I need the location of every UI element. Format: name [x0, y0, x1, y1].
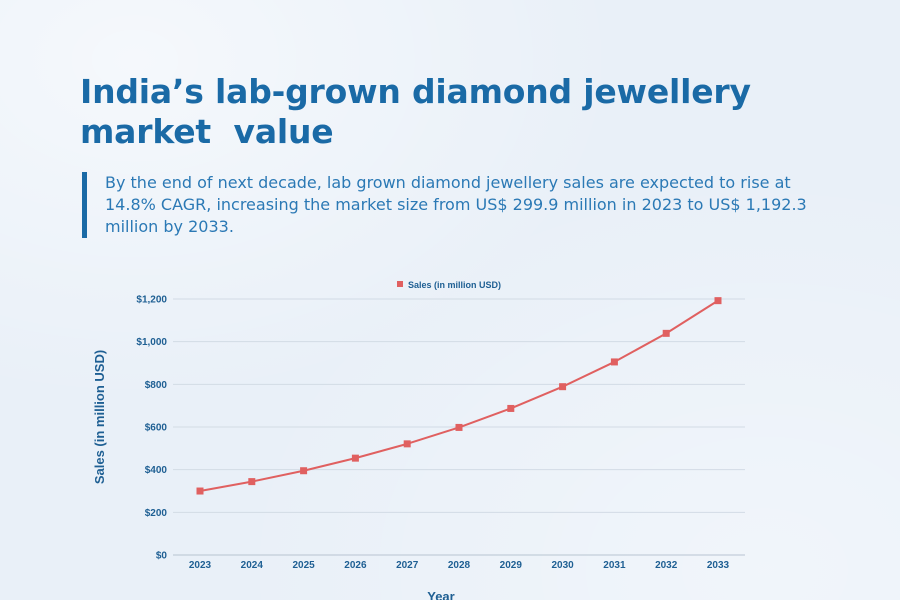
data-point [196, 487, 204, 495]
y-tick-label: $200 [145, 508, 168, 519]
x-tick-label: 2030 [551, 560, 574, 571]
data-point [403, 440, 411, 448]
x-tick-label: 2024 [241, 560, 264, 571]
page-title: India’s lab-grown diamond jewellery mark… [80, 72, 751, 151]
series-line [199, 299, 719, 493]
y-tick-label: $1,200 [136, 295, 167, 306]
legend-label: Sales (in million USD) [408, 280, 501, 290]
x-tick-label: 2026 [344, 560, 367, 571]
x-axis-ticks: 2023 2024 2025 2026 2027 2028 2029 2030 2031 2032… [189, 560, 730, 571]
data-point [662, 329, 670, 337]
y-tick-label: $1,000 [136, 337, 167, 348]
x-tick-label: 2033 [707, 560, 730, 571]
y-tick-label: $600 [145, 423, 168, 434]
x-tick-label: 2027 [396, 560, 419, 571]
y-axis-title: Sales (in million USD) [92, 350, 107, 484]
data-point [455, 423, 463, 431]
y-tick-label: $800 [145, 380, 168, 391]
series-layer [196, 297, 722, 495]
legend-swatch [397, 281, 403, 287]
subtitle-block: By the end of next decade, lab grown dia… [82, 172, 825, 238]
data-point [559, 383, 567, 391]
data-point [507, 404, 515, 412]
y-axis-ticks: $0 $200 $400 $600 $800 $1,000 $1,200 [136, 295, 167, 562]
data-point [300, 467, 308, 475]
x-tick-label: 2025 [292, 560, 315, 571]
x-tick-label: 2023 [189, 560, 212, 571]
x-axis-title: Year [427, 589, 454, 600]
x-tick-label: 2029 [500, 560, 523, 571]
data-point [351, 454, 359, 462]
legend: Sales (in million USD) [397, 280, 501, 290]
data-point [248, 478, 256, 486]
y-tick-label: $0 [156, 551, 168, 562]
data-point [610, 358, 618, 366]
page-subtitle: By the end of next decade, lab grown dia… [105, 173, 807, 236]
x-tick-label: 2032 [655, 560, 678, 571]
x-tick-label: 2031 [603, 560, 626, 571]
data-point [714, 297, 722, 305]
x-tick-label: 2028 [448, 560, 471, 571]
y-tick-label: $400 [145, 465, 168, 476]
